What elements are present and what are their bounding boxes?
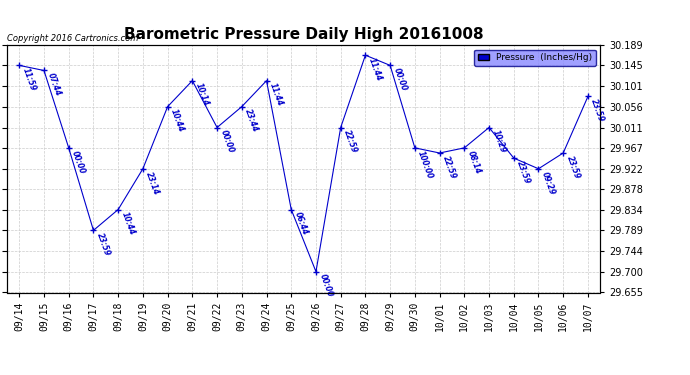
Text: 23:59: 23:59 (95, 232, 112, 257)
Text: 07:44: 07:44 (46, 72, 62, 98)
Text: 23:44: 23:44 (243, 108, 260, 134)
Text: 00:00: 00:00 (391, 67, 408, 92)
Title: Barometric Pressure Daily High 20161008: Barometric Pressure Daily High 20161008 (124, 27, 484, 42)
Text: 23:59: 23:59 (515, 159, 532, 185)
Text: 10:29: 10:29 (491, 129, 507, 154)
Text: 11:44: 11:44 (268, 82, 284, 108)
Text: 00:00: 00:00 (70, 149, 87, 175)
Text: 23:59: 23:59 (589, 98, 606, 123)
Text: 11:59: 11:59 (21, 67, 37, 92)
Text: 100:00: 100:00 (416, 149, 435, 180)
Text: 10:44: 10:44 (169, 108, 186, 134)
Text: 10:14: 10:14 (194, 82, 210, 108)
Text: 00:00: 00:00 (317, 273, 334, 298)
Legend: Pressure  (Inches/Hg): Pressure (Inches/Hg) (475, 50, 595, 66)
Text: Copyright 2016 Cartronics.com: Copyright 2016 Cartronics.com (7, 33, 138, 42)
Text: 09:29: 09:29 (540, 170, 557, 196)
Text: 06:44: 06:44 (293, 211, 309, 237)
Text: 22:59: 22:59 (342, 129, 359, 154)
Text: 08:14: 08:14 (466, 149, 482, 175)
Text: 00:00: 00:00 (219, 129, 235, 154)
Text: 23:59: 23:59 (564, 154, 581, 180)
Text: 11:44: 11:44 (367, 57, 384, 82)
Text: 22:59: 22:59 (441, 154, 457, 180)
Text: 23:14: 23:14 (144, 170, 161, 196)
Text: 10:44: 10:44 (119, 211, 136, 237)
